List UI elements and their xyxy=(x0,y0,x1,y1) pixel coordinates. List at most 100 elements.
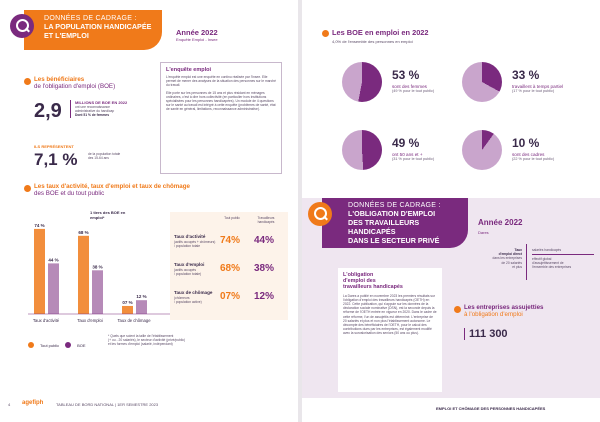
chart-footnote: * Quels que soient la taille de l'établi… xyxy=(108,334,188,347)
row-tout-value: 07% xyxy=(220,291,241,302)
row-label: Taux d'emploi xyxy=(174,262,205,267)
footer-text: TABLEAU DE BORD NATIONAL | 1ER SEMESTRE … xyxy=(56,402,159,407)
footnote-3: et les formes d'emploi (salarié, indépen… xyxy=(108,342,173,347)
row-sub-1: (actifs occupés + chômeurs) xyxy=(174,240,216,244)
oblig-header-2: DES TRAVAILLEURS HANDICAPÉS xyxy=(348,218,420,236)
enquete-p1: L'enquête emploi est une enquête en cont… xyxy=(166,75,276,88)
pie-label: travaillent à temps partiel (17 % pour le… xyxy=(512,84,563,95)
represent-desc-2: des 15-64 ans xyxy=(88,156,109,161)
pie-label: ont 50 ans et + (31 % pour le tout public… xyxy=(392,152,434,163)
assuj-heading: Les entreprises assujetties à l'obligati… xyxy=(464,304,594,318)
pie-percent: 33 % xyxy=(512,68,540,82)
bar-value-label: 68 % xyxy=(78,230,88,235)
bullet-icon xyxy=(24,78,31,85)
pie-label-main: ont 50 ans et + xyxy=(392,152,423,157)
boe-sub: 4,0% de l'ensemble des personnes en empl… xyxy=(332,39,413,44)
represent-desc: de la population totale des 15-64 ans xyxy=(88,152,120,160)
represent-label: ILS REPRÉSENTENT xyxy=(34,144,74,149)
pie-chart xyxy=(462,62,502,102)
row-tout-value: 74% xyxy=(220,235,241,246)
boe-value-desc-1: ont une reconnaissance xyxy=(75,105,111,109)
table-row: Taux d'emploi (actifs occupés / population… xyxy=(174,260,286,286)
taux-table: Tout public Travailleurs handicapés Taux… xyxy=(170,212,288,320)
represent-desc-1: de la population totale xyxy=(88,152,121,156)
taux-label-3: dans les entreprises xyxy=(492,256,522,261)
row-trav-value: 38% xyxy=(254,263,275,274)
magnifier-icon xyxy=(10,14,34,38)
bar-value-label: 38 % xyxy=(92,264,102,269)
eq-divider xyxy=(526,244,527,280)
pie-label: sont des femmes (49 % pour le tout public… xyxy=(392,84,434,95)
row-sub-2: / population totale) xyxy=(174,272,202,276)
pie-percent: 49 % xyxy=(392,136,420,150)
fraction-line xyxy=(532,254,594,255)
row-sub-2: / population totale xyxy=(174,244,201,248)
row-tout-value: 68% xyxy=(220,263,241,274)
enquete-p2: Elle porte sur les personnes de 15 ans e… xyxy=(166,90,276,112)
year-sub: Enquête Emploi - Insee xyxy=(176,37,218,42)
pie-label-compare: (22 % pour le tout public) xyxy=(512,157,555,162)
box-text: La Dares a publié en novembre 2023 les p… xyxy=(343,293,437,336)
eq-denom-2: d'assujettissement de xyxy=(532,261,564,265)
bullet-icon xyxy=(454,306,461,313)
tiers-note: 1 tiers des BOE en emploi* xyxy=(90,210,134,220)
table-row: Taux d'activité (actifs occupés + chômeur… xyxy=(174,232,286,258)
tiers-note-text: 1 tiers des BOE en emploi* xyxy=(90,210,126,220)
footnote-2: (+ ou - 20 salariés), le secteur d'activ… xyxy=(108,338,186,343)
taux-label-2: d'emploi direct xyxy=(498,252,522,257)
pie-chart xyxy=(342,130,382,170)
pie-label-main: sont des cadres xyxy=(512,152,545,157)
category-label: Taux de chômage xyxy=(117,318,151,323)
represent-value: 7,1 % xyxy=(34,150,78,169)
boe-value-label: MILLIONS DE BOE EN 2022 xyxy=(75,100,128,105)
taux-label-1: Taux xyxy=(514,248,522,252)
table-row: Taux de chômage (chômeurs / population act… xyxy=(174,288,286,314)
footnote-1: * Quels que soient la taille de l'établi… xyxy=(108,334,174,338)
header-title-2: ET L'EMPLOI xyxy=(44,31,89,40)
enquete-box: L'enquête emploi L'enquête emploi est un… xyxy=(160,62,282,174)
pie-label-compare: (49 % pour le tout public) xyxy=(392,89,435,94)
row-sub-2: / population active) xyxy=(174,300,202,304)
bar-tout-public-0 xyxy=(34,228,45,314)
year-title: Année 2022 xyxy=(176,28,218,37)
assuj-heading-2: à l'obligation d'emploi xyxy=(464,311,523,318)
beneficiaires-heading-1: Les bénéficiaires xyxy=(34,76,85,83)
bar-boe-0 xyxy=(48,263,59,314)
pie-label-compare: (17 % pour le tout public) xyxy=(512,89,555,94)
boe-heading: Les BOE en emploi en 2022 xyxy=(332,28,429,37)
table-head-trav-1: Travailleurs xyxy=(257,216,275,220)
oblig-header: DONNÉES DE CADRAGE : L'OBLIGATION D'EMPL… xyxy=(322,198,468,248)
pie-label: sont des cadres (22 % pour le tout public… xyxy=(512,152,554,163)
bar-tout-public-2 xyxy=(122,305,133,314)
category-label: Taux d'emploi xyxy=(77,318,103,323)
enquete-title: L'enquête emploi xyxy=(166,67,212,73)
brand-logo: agefiph xyxy=(22,400,44,406)
row-sub-1: (chômeurs xyxy=(174,296,190,300)
boe-value-desc: MILLIONS DE BOE EN 2022 ont une reconnai… xyxy=(70,100,127,118)
row-label: Taux de chômage xyxy=(174,290,213,295)
category-label: Taux d'activité xyxy=(33,318,60,323)
beneficiaires-heading: Les bénéficiaires de l'obligation d'empl… xyxy=(34,76,115,90)
bar-value-label: 12 % xyxy=(136,294,146,299)
taux-emploi-label: Taux d'emploi direct dans les entreprise… xyxy=(472,248,522,269)
box-title-3: travailleurs handicapés xyxy=(343,284,403,291)
taux-heading-1: Les taux d'activité, taux d'emploi et ta… xyxy=(34,183,190,190)
row-trav-value: 44% xyxy=(254,235,275,246)
header-sup: DONNÉES DE CADRAGE : xyxy=(44,15,137,22)
row-sub-1: (actifs occupés xyxy=(174,268,196,272)
oblig-box: L'obligation d'emploi des travailleurs h… xyxy=(338,268,442,392)
assuj-value: 111 300 xyxy=(464,328,508,340)
chart-legend: Tout public BOE xyxy=(28,342,86,348)
pie-label-compare: (31 % pour le tout public) xyxy=(392,157,435,162)
taux-heading: Les taux d'activité, taux d'emploi et ta… xyxy=(34,183,284,197)
taux-label-5: et plus xyxy=(512,264,522,269)
bullet-icon xyxy=(322,30,329,37)
bar-tout-public-1 xyxy=(78,235,89,314)
taux-heading-2: des BOE et du tout public xyxy=(34,190,105,197)
bar-value-label: 74 % xyxy=(34,223,44,228)
box-title-2: d'emploi des xyxy=(343,278,376,285)
right-footer-text: EMPLOI ET CHÔMAGE DES PERSONNES HANDICAP… xyxy=(436,406,546,411)
table-head-tout: Tout public xyxy=(224,216,240,220)
bar-boe-1 xyxy=(92,270,103,314)
left-header: DONNÉES DE CADRAGE : LA POPULATION HANDI… xyxy=(24,10,162,50)
